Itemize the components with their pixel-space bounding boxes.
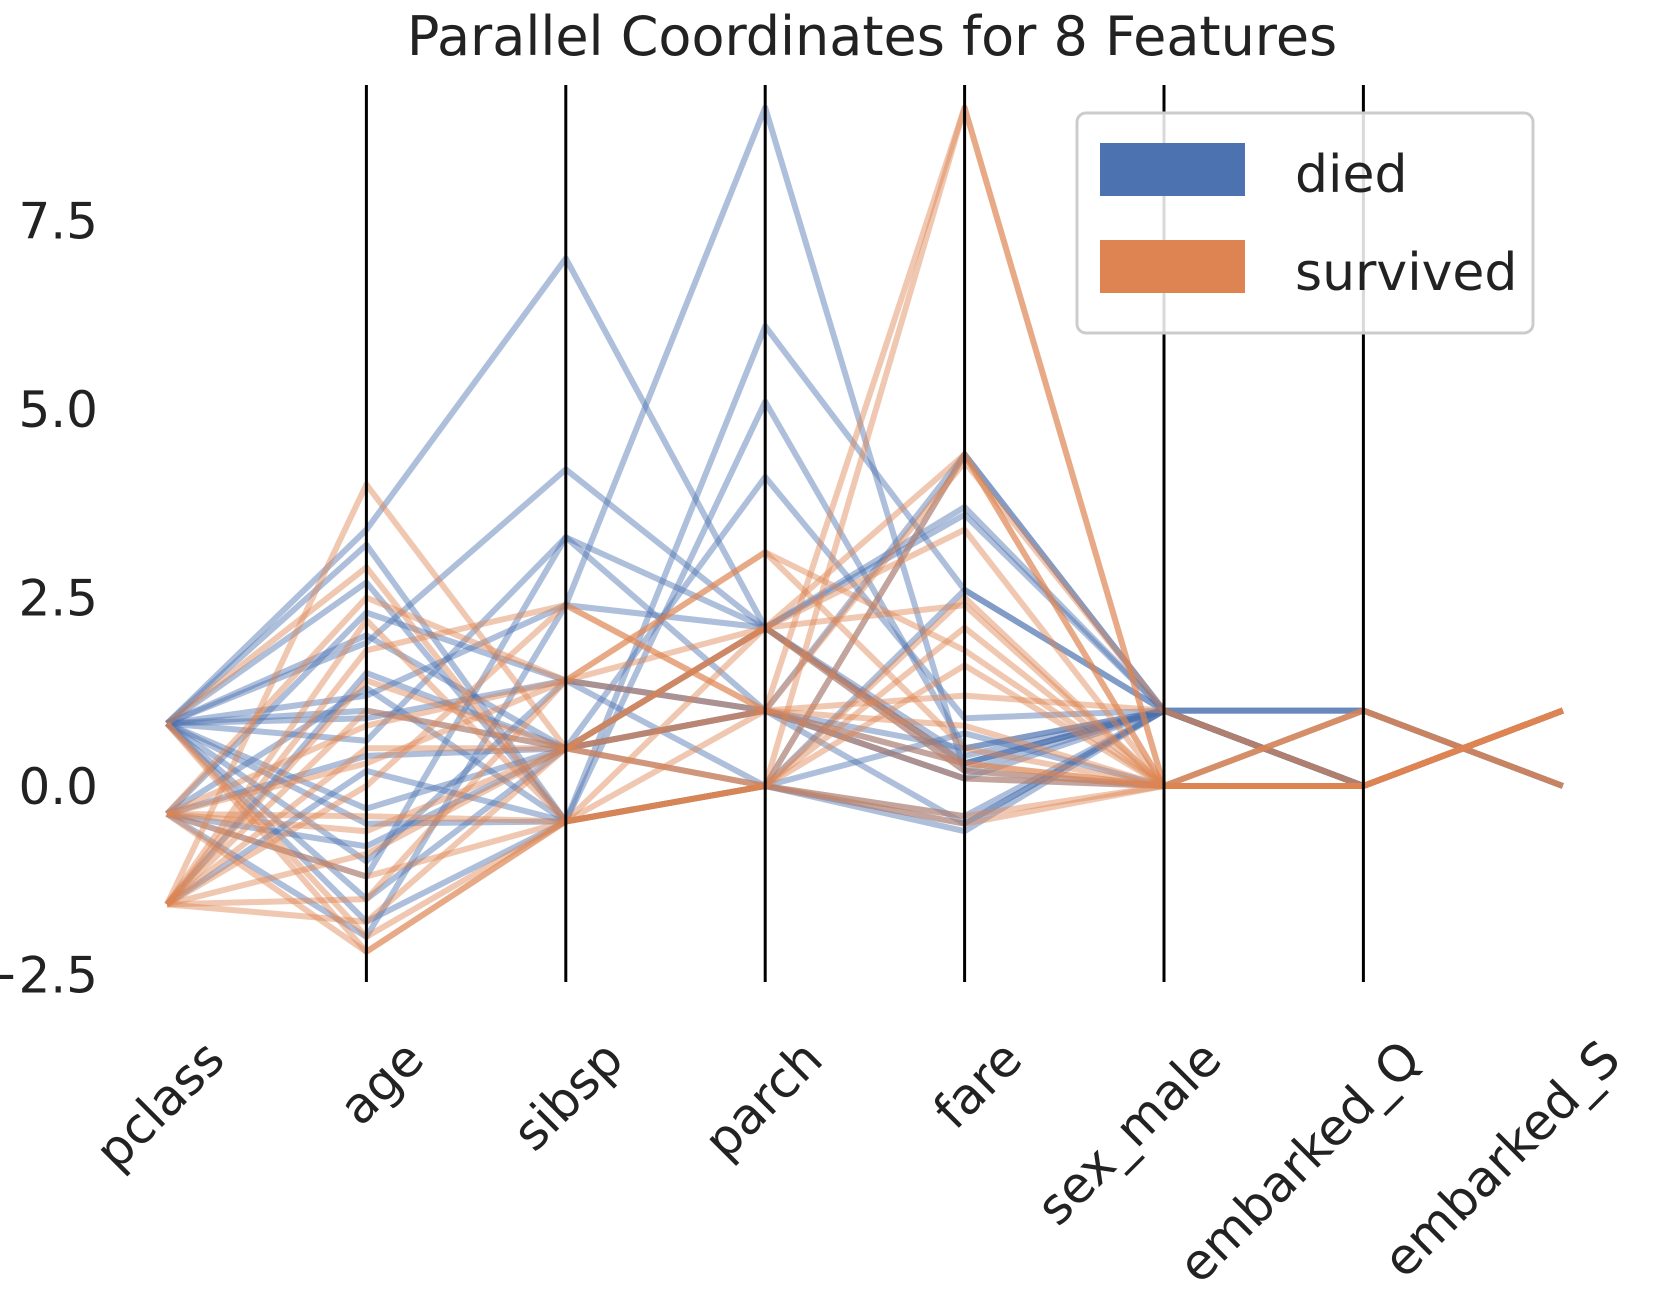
series-line-survived-11 [166,526,1564,925]
feature-label-sex_male: sex_male [1026,1029,1233,1236]
series-line-died-16 [165,624,1564,903]
series-line-died-9 [166,474,1564,850]
series-lines [164,104,1564,955]
series-line-died-10 [164,707,1564,925]
series-line-died-3 [166,534,1564,880]
series-line-survived-7 [164,458,1564,907]
series-line-survived-5 [166,602,1564,908]
series-line-died-5 [166,504,1564,817]
y-tick-labels: −2.5 0.0 2.5 5.0 7.5 [0,193,98,1005]
feature-labels: pclass age sibsp parch faresex_maleembarked_… [84,1029,1631,1294]
feature-label-parch: parch [693,1029,834,1170]
series-line-survived-10 [166,677,1564,817]
y-tick-label: 2.5 [18,570,98,628]
series-line-died-19 [165,707,1564,827]
chart-title: Parallel Coordinates for 8 Features [407,5,1337,68]
series-line-died-21 [165,677,1564,865]
series-line-died-11 [166,451,1564,789]
series-line-survived-3 [165,104,1564,907]
series-line-survived-9 [164,624,1564,907]
series-line-survived-16 [166,624,1564,835]
y-tick-label: 0.0 [18,758,98,816]
feature-axes [364,85,1365,982]
legend-swatch-survived [1100,240,1245,293]
legend-label-survived: survived [1295,243,1517,303]
legend-label-died: died [1295,145,1407,205]
series-line-survived-13 [165,602,1564,907]
series-line-died-20 [165,685,1564,825]
series-line-died-14 [166,707,1564,789]
series-line-survived-15 [164,594,1564,907]
legend: died survived [1075,111,1535,335]
series-line-died-0 [164,255,1564,789]
y-tick-label: 7.5 [18,193,98,251]
feature-label-pclass: pclass [84,1029,235,1180]
series-line-died-1 [165,466,1564,789]
series-line-died-6 [165,707,1564,812]
series-line-survived-19 [165,549,1564,817]
series-line-died-18 [165,632,1564,827]
feature-label-fare: fare [922,1029,1033,1140]
series-line-survived-8 [166,624,1564,825]
series-line-survived-0 [164,481,1564,906]
series-line-survived-1 [166,451,1564,908]
y-tick-label: 5.0 [18,381,98,439]
series-line-died-13 [164,323,1564,825]
series-line-survived-2 [165,104,1564,955]
series-line-died-8 [165,398,1564,825]
series-line-died-4 [166,602,1564,789]
series-line-died-15 [164,587,1564,817]
series-line-died-17 [165,451,1564,907]
y-tick-label: −2.5 [0,946,98,1004]
series-line-survived-12 [165,564,1564,825]
series-line-survived-18 [164,707,1564,955]
legend-swatch-died [1100,143,1245,196]
series-line-survived-6 [164,662,1564,940]
series-line-died-12 [165,104,1564,940]
series-line-survived-14 [166,707,1564,880]
series-line-survived-17 [164,451,1564,907]
series-line-died-2 [166,534,1564,789]
feature-label-age: age [328,1029,435,1136]
series-line-died-7 [164,669,1564,907]
series-line-survived-4 [164,549,1564,816]
feature-label-sibsp: sibsp [502,1029,635,1162]
